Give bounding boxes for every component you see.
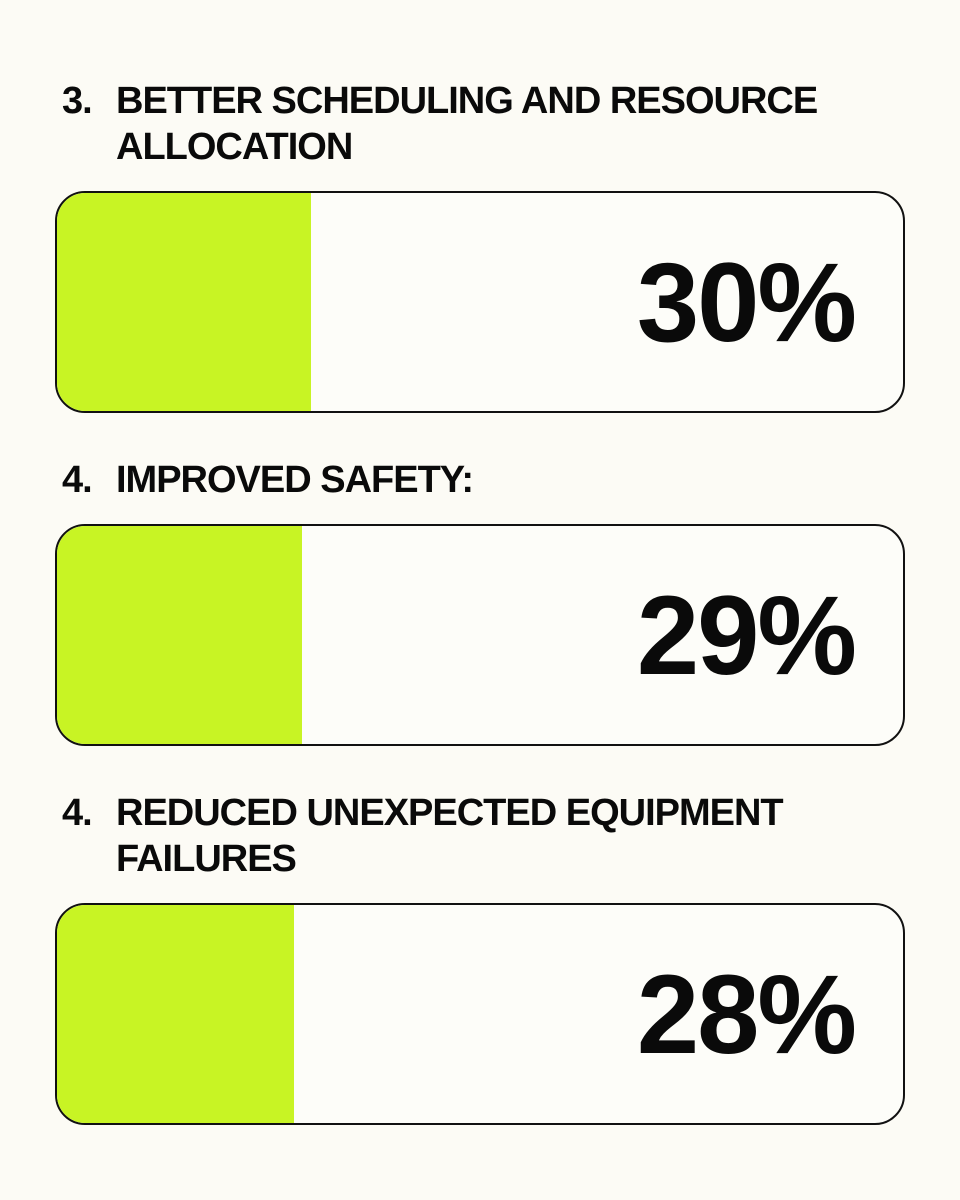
item-rank: 4. <box>62 459 93 501</box>
value-label: 29% <box>636 572 857 698</box>
item-title: REDUCED UNEXPECTED EQUIPMENT FAILURES <box>116 792 784 880</box>
item-title: IMPROVED SAFETY: <box>116 459 474 501</box>
bar <box>57 193 311 411</box>
item-rank: 4. <box>62 792 93 834</box>
item-label: 4. IMPROVED SAFETY: <box>62 457 882 503</box>
item-rank: 3. <box>62 80 93 122</box>
bar-track: 30% <box>55 191 905 413</box>
item-label: 3. BETTER SCHEDULING AND RESOURCE ALLOCAT… <box>62 78 882 170</box>
value-label: 30% <box>636 239 857 365</box>
item-label: 4. REDUCED UNEXPECTED EQUIPMENT FAILURES <box>62 790 882 882</box>
value-label: 28% <box>636 951 857 1077</box>
item-title: BETTER SCHEDULING AND RESOURCE ALLOCATIO… <box>116 80 818 168</box>
bar <box>57 905 294 1123</box>
bar-track: 29% <box>55 524 905 746</box>
bar-track: 28% <box>55 903 905 1125</box>
bar <box>57 526 303 744</box>
